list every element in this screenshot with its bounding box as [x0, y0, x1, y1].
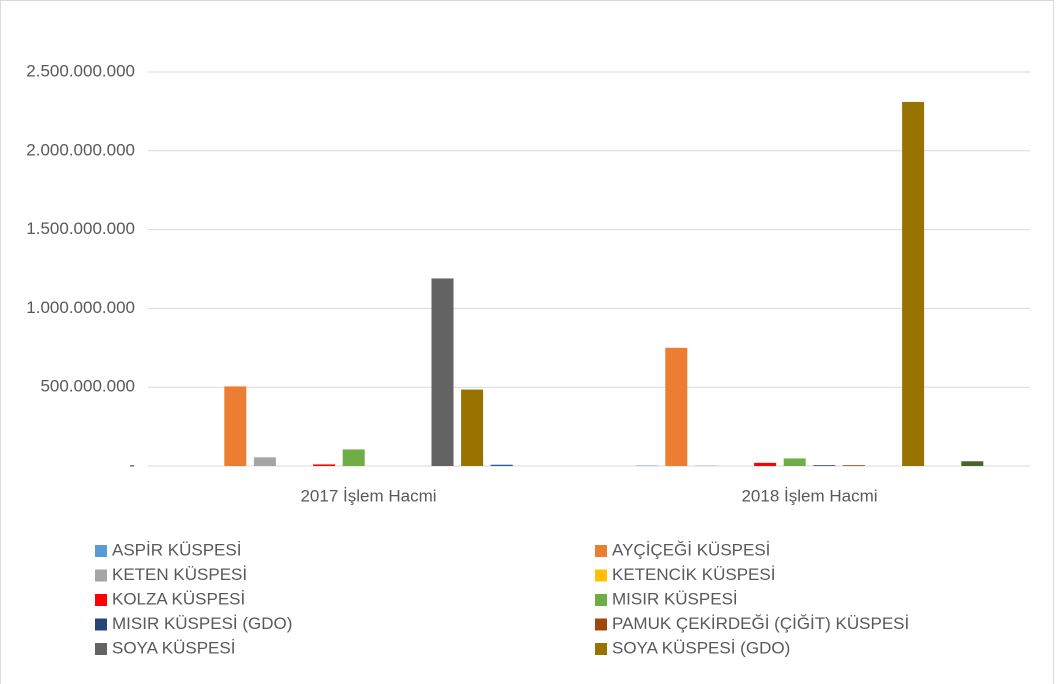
legend-label: AYÇİÇEĞİ KÜSPESİ	[612, 540, 770, 559]
bar	[754, 462, 777, 466]
legend-label: SOYA KÜSPESİ	[112, 638, 235, 657]
legend-label: MISIR KÜSPESİ	[612, 589, 738, 608]
bar	[902, 101, 925, 466]
y-tick-label: 2.000.000.000	[26, 140, 135, 159]
legend-swatch	[95, 569, 107, 582]
legend-swatch	[95, 545, 107, 557]
bar	[842, 465, 865, 466]
legend-label: KETENCİK KÜSPESİ	[612, 565, 775, 584]
bar	[253, 457, 276, 466]
legend-label: ASPİR KÜSPESİ	[112, 540, 241, 559]
bar	[490, 464, 513, 466]
bar	[813, 465, 836, 466]
legend-label: KOLZA KÜSPESİ	[112, 589, 245, 608]
legend-label: SOYA KÜSPESİ (GDO)	[612, 638, 790, 657]
x-tick-label: 2018 İşlem Hacmi	[741, 486, 877, 505]
y-tick-label: 500.000.000	[40, 377, 135, 396]
legend-swatch	[595, 643, 607, 655]
bar	[342, 449, 365, 466]
y-tick-label: 1.000.000.000	[26, 298, 135, 317]
bar	[783, 458, 806, 466]
legend-swatch	[595, 545, 607, 557]
x-tick-label: 2017 İşlem Hacmi	[300, 486, 436, 505]
legend-swatch	[595, 618, 607, 631]
legend-swatch	[595, 594, 607, 606]
legend-swatch	[95, 594, 107, 606]
legend-swatch	[595, 569, 607, 582]
bar	[961, 461, 984, 466]
y-tick-label: 1.500.000.000	[26, 219, 135, 238]
bar	[665, 347, 688, 466]
bar	[313, 464, 336, 466]
bar	[461, 389, 484, 466]
y-tick-label: -	[129, 455, 135, 474]
bar	[431, 278, 454, 466]
y-tick-label: 2.500.000.000	[26, 61, 135, 80]
legend-label: KETEN KÜSPESİ	[112, 565, 247, 584]
legend-label: PAMUK ÇEKİRDEĞİ (ÇİĞİT) KÜSPESİ	[612, 614, 909, 633]
legend-swatch	[95, 643, 107, 655]
bar	[224, 386, 247, 466]
legend-swatch	[95, 618, 107, 631]
legend-label: MISIR KÜSPESİ (GDO)	[112, 614, 292, 633]
